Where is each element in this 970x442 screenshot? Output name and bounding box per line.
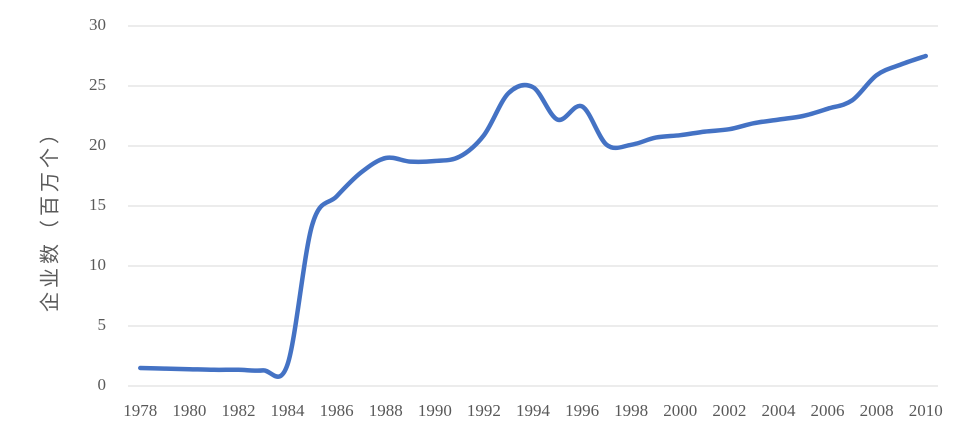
x-tick-label: 2010 bbox=[909, 401, 943, 420]
x-tick-label: 2000 bbox=[663, 401, 697, 420]
y-tick-label: 20 bbox=[89, 135, 106, 154]
y-tick-label: 10 bbox=[89, 255, 106, 274]
x-tick-label: 1984 bbox=[271, 401, 306, 420]
x-tick-label: 1988 bbox=[369, 401, 403, 420]
x-tick-label: 1978 bbox=[123, 401, 157, 420]
x-tick-label: 2002 bbox=[712, 401, 746, 420]
y-axis-label: 企业数（百万个） bbox=[39, 120, 62, 312]
x-tick-label: 2008 bbox=[860, 401, 894, 420]
x-tick-label: 1982 bbox=[221, 401, 255, 420]
x-tick-label: 1994 bbox=[516, 401, 551, 420]
x-tick-label: 1986 bbox=[320, 401, 354, 420]
x-tick-label: 1992 bbox=[467, 401, 501, 420]
line bbox=[138, 53, 928, 379]
y-tick-label: 0 bbox=[98, 375, 107, 394]
x-tick-label: 2006 bbox=[811, 401, 845, 420]
y-tick-label: 15 bbox=[89, 195, 106, 214]
y-tick-label: 30 bbox=[89, 15, 106, 34]
y-tick-label: 25 bbox=[89, 75, 106, 94]
x-tick-label: 2004 bbox=[761, 401, 796, 420]
x-tick-label: 1998 bbox=[614, 401, 648, 420]
y-tick-label: 5 bbox=[98, 315, 107, 334]
x-tick-label: 1996 bbox=[565, 401, 599, 420]
x-tick-label: 1980 bbox=[172, 401, 206, 420]
x-tick-label: 1990 bbox=[418, 401, 452, 420]
